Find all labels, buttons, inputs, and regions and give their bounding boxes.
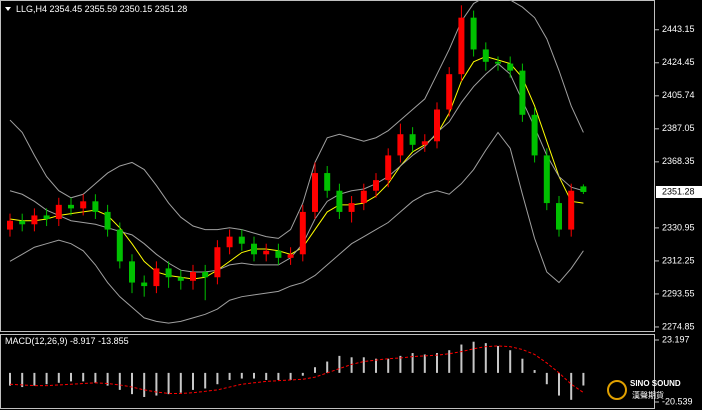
candle-body: [165, 268, 172, 278]
candle-body: [482, 49, 489, 62]
candle-body: [458, 17, 465, 75]
y-tick-label: 2368.35: [662, 156, 695, 166]
candle-body: [470, 17, 477, 50]
candle-body: [43, 215, 50, 219]
candle-body: [153, 268, 160, 287]
candle-body: [421, 141, 428, 145]
candle-body: [19, 220, 26, 225]
y-tick-label: 2330.95: [662, 222, 695, 232]
main-plot: [7, 0, 587, 324]
candle-body: [507, 63, 514, 71]
candle-body: [116, 229, 123, 262]
y-tick-label: -20.539: [662, 396, 693, 406]
candle-body: [80, 201, 87, 209]
indicator-line: [9, 131, 584, 324]
candle-body: [238, 236, 245, 244]
candle-body: [495, 61, 501, 64]
candle-body: [373, 180, 379, 191]
y-tick-label: 2405.74: [662, 90, 695, 100]
candle-body: [7, 220, 13, 230]
y-tick-label: 2387.05: [662, 123, 695, 133]
candle-body: [543, 155, 550, 204]
collapse-arrow: [5, 7, 11, 11]
y-tick-label: 2443.15: [662, 24, 695, 34]
symbol-header: LLG,H4 2354.45 2355.59 2350.15 2351.28: [16, 4, 187, 14]
candle-body: [336, 190, 343, 212]
last-open: 2354.45: [50, 4, 83, 14]
logo-icon: [607, 380, 627, 400]
candle-body: [434, 109, 440, 142]
candle-body: [324, 173, 331, 191]
candle-body: [251, 243, 257, 255]
indicator-line: [9, 0, 584, 239]
logo-subtitle: 漢聲期貨: [632, 390, 664, 400]
candle-body: [226, 236, 233, 248]
candle-body: [129, 261, 135, 283]
axes: 2443.15 2424.45 2405.74 2387.05 2368.35 2330.…: [655, 24, 702, 406]
last-close: 2351.28: [155, 4, 188, 14]
candle-body: [409, 134, 416, 145]
candle-body: [556, 203, 562, 230]
candle-body: [348, 203, 355, 212]
symbol: LLG,H4: [16, 4, 47, 14]
candle-body: [214, 247, 221, 278]
candle-body: [397, 134, 404, 156]
last-low: 2350.15: [120, 4, 153, 14]
candle-body: [446, 74, 453, 110]
y-tick-label: 2312.25: [662, 255, 695, 265]
candle-body: [519, 70, 526, 115]
candle-body: [531, 114, 538, 156]
candle-body: [104, 211, 111, 230]
y-tick-label: 2274.85: [662, 321, 695, 331]
macd-panel-frame: [0, 334, 655, 409]
candle-body: [177, 277, 184, 281]
candle-body: [31, 215, 38, 225]
last-price-label: 2351.28: [662, 186, 695, 196]
macd-title: MACD(12,26,9): [5, 336, 68, 346]
logo-brand: SINO SOUND: [630, 379, 681, 388]
candle-body: [287, 254, 294, 258]
last-high: 2355.59: [85, 4, 118, 14]
candle-body: [312, 173, 318, 212]
macd-header: MACD(12,26,9) -8.917 -13.855: [5, 336, 129, 346]
candle-body: [299, 211, 306, 255]
candle-body: [580, 186, 587, 192]
signal-line: [9, 345, 584, 394]
macd-value: -8.917: [70, 336, 96, 346]
candle-body: [360, 190, 367, 204]
candle-body: [263, 250, 270, 255]
last-price-box: [656, 185, 702, 198]
y-tick-label: 2293.55: [662, 288, 695, 298]
watermark: SINO SOUND 漢聲期貨: [607, 379, 681, 400]
y-tick-label: 2424.45: [662, 57, 695, 67]
macd-plot: [9, 341, 585, 400]
candle-body: [68, 204, 74, 209]
y-tick-label: 23.197: [662, 334, 690, 344]
signal-value: -13.855: [98, 336, 129, 346]
candle-body: [55, 204, 62, 219]
candle-body: [141, 282, 148, 287]
candle-body: [92, 201, 99, 212]
main-panel-frame: [0, 0, 655, 332]
candle-body: [385, 155, 392, 181]
candle-body: [190, 271, 196, 281]
candle-body: [202, 271, 209, 278]
candle-body: [568, 190, 575, 230]
candle-body: [275, 250, 282, 258]
